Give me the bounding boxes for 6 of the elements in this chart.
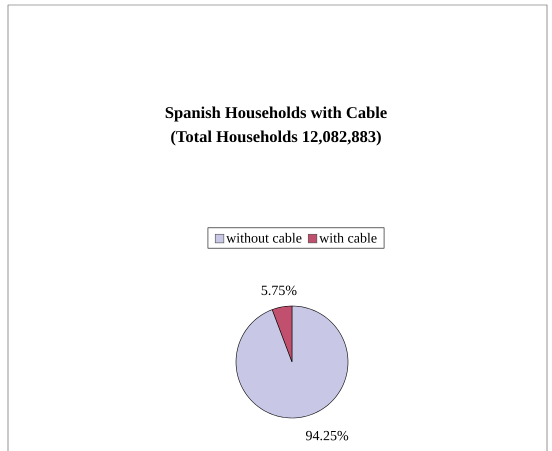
chart-title: Spanish Households with Cable xyxy=(166,106,387,122)
chart-subtitle: (Total Households 12,082,883) xyxy=(171,130,381,146)
legend-label: with cable xyxy=(319,232,377,243)
data-label: 94.25% xyxy=(306,430,348,440)
legend-label: without cable xyxy=(226,232,302,243)
data-label: 5.75% xyxy=(262,286,297,296)
